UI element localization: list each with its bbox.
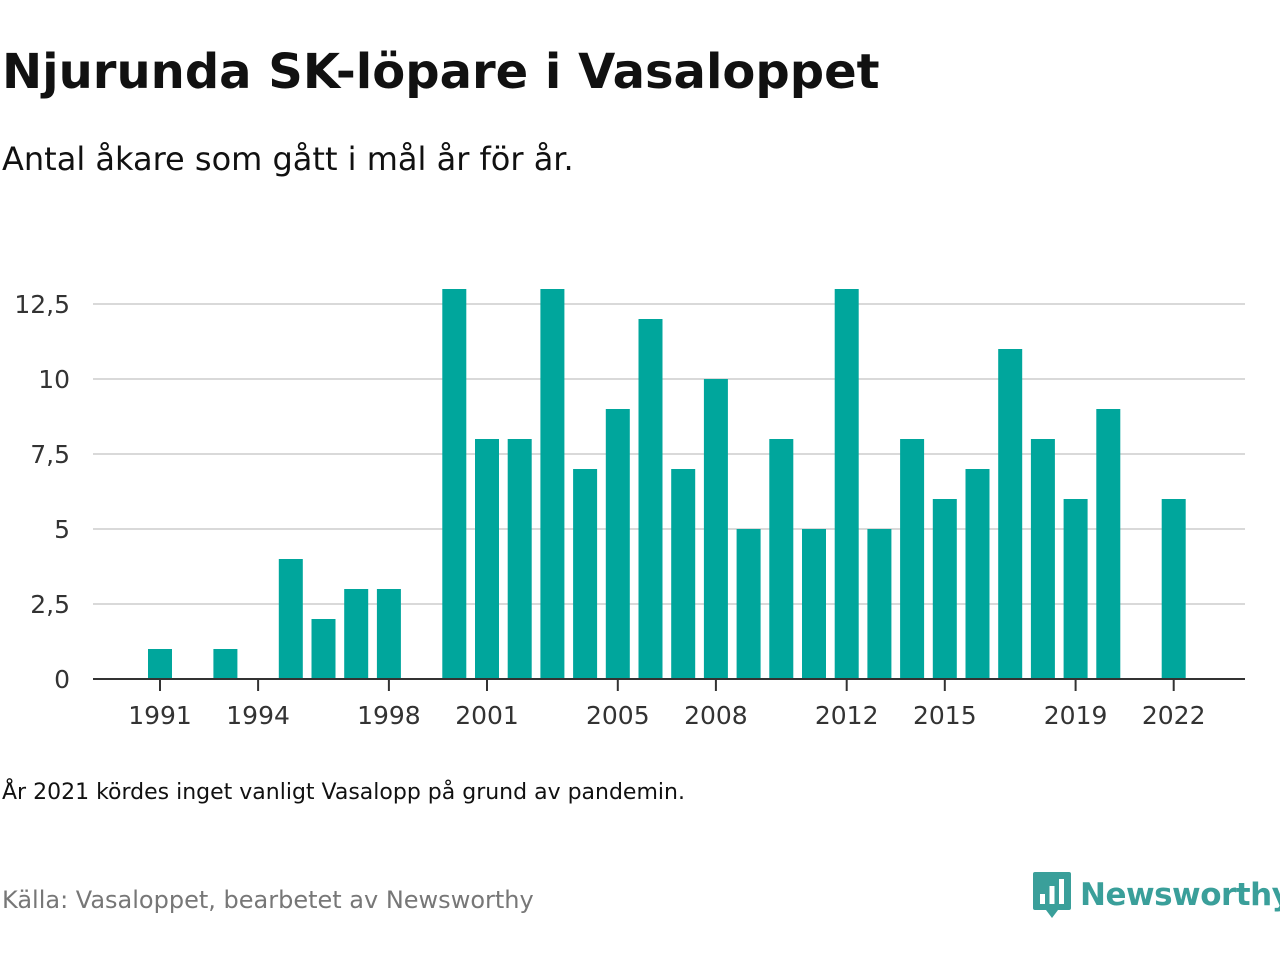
y-tick-label: 12,5	[14, 290, 70, 319]
chart-title: Njurunda SK-löpare i Vasaloppet	[2, 44, 880, 100]
footnote: År 2021 kördes inget vanligt Vasalopp på…	[2, 780, 685, 805]
x-axis	[93, 678, 1245, 691]
bar-2004	[573, 469, 598, 679]
bar-1993	[213, 649, 238, 679]
y-tick-labels: 0 2,5 5 7,5 10 12,5	[14, 290, 70, 694]
bar-2011	[802, 529, 826, 679]
bar-1997	[344, 589, 369, 679]
y-tick-label: 2,5	[30, 590, 70, 619]
bar-2007	[671, 469, 696, 679]
bar-1998	[376, 589, 401, 679]
bars	[148, 289, 1186, 679]
source-text: Källa: Vasaloppet, bearbetet av Newswort…	[2, 886, 534, 914]
x-tick-label: 2012	[815, 701, 879, 730]
bar-2009	[736, 529, 761, 679]
x-tick-label: 1994	[226, 701, 290, 730]
bar-2016	[965, 469, 990, 679]
bar-2001	[475, 439, 499, 679]
y-tick-label: 10	[38, 365, 70, 394]
newsworthy-logo: Newsworthy	[1032, 870, 1280, 920]
x-tick-label: 2019	[1044, 701, 1108, 730]
bar-2019	[1063, 499, 1088, 679]
x-tick-label: 2001	[455, 701, 519, 730]
bar-2003	[540, 289, 565, 679]
bar-2000	[442, 289, 467, 679]
bar-1996	[311, 619, 336, 679]
bar-2015	[932, 499, 957, 679]
bar-2017	[998, 349, 1023, 679]
bar-2018	[1030, 439, 1055, 679]
x-tick-labels: 1991 1994 1998 2001 2005 2008 2012 2015 2019 2022	[128, 701, 1205, 730]
bar-2006	[638, 319, 663, 679]
bar-2002	[507, 439, 532, 679]
bar-2020	[1096, 409, 1121, 679]
x-tick-label: 2005	[586, 701, 650, 730]
newsworthy-logo-text: Newsworthy	[1080, 877, 1280, 913]
x-tick-label: 2015	[913, 701, 977, 730]
bar-2014	[900, 439, 925, 679]
bar-2013	[867, 529, 892, 679]
x-tick-label: 2022	[1142, 701, 1206, 730]
y-tick-label: 5	[54, 515, 70, 544]
bar-2022	[1161, 499, 1186, 679]
bar-1991	[148, 649, 172, 679]
newsworthy-chart-bubble-icon	[1033, 872, 1071, 918]
y-tick-label: 7,5	[30, 440, 70, 469]
x-tick-label: 1998	[357, 701, 421, 730]
x-tick-label: 1991	[128, 701, 192, 730]
bar-2010	[769, 439, 794, 679]
bar-2012	[834, 289, 859, 679]
chart-subtitle: Antal åkare som gått i mål år för år.	[2, 140, 574, 178]
bar-2005	[605, 409, 630, 679]
y-tick-label: 0	[54, 665, 70, 694]
bar-1995	[278, 559, 303, 679]
x-tick-label: 2008	[684, 701, 748, 730]
bar-2008	[703, 379, 728, 679]
